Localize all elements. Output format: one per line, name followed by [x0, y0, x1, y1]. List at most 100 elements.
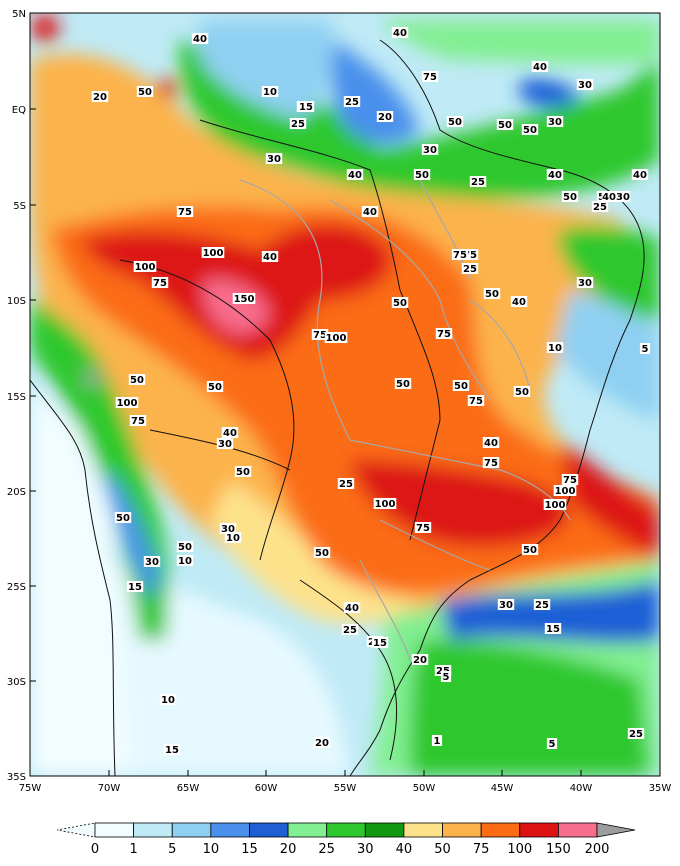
contour-label-bg: [201, 247, 225, 258]
legend-level-label: 10: [203, 842, 220, 857]
field-ne-blue: [555, 290, 660, 420]
contour-label: 50: [515, 387, 529, 398]
contour-label: 40: [223, 428, 237, 439]
contour-label: 50: [563, 192, 577, 203]
legend-level-label: 1: [129, 842, 137, 857]
contour-label: 100: [555, 486, 576, 497]
contour-label-bg: [591, 201, 609, 212]
contour-label-bg: [261, 251, 279, 262]
legend-arrow-left: [56, 822, 96, 838]
field-nw-red-a: [31, 14, 59, 42]
contour-label: 10: [161, 695, 175, 706]
contour-label-bg: [234, 466, 252, 477]
lat-tick-label: EQ: [12, 105, 26, 116]
contour-label: 40: [633, 170, 647, 181]
legend-level-label: 150: [546, 842, 571, 857]
lat-tick-label: 10S: [7, 296, 26, 307]
contour-label: 75: [416, 523, 430, 534]
contour-label-bg: [452, 380, 470, 391]
contour-label-bg: [576, 79, 594, 90]
contour-label: 10: [263, 87, 277, 98]
contour-label-bg: [337, 478, 355, 489]
contour-label-bg: [521, 544, 539, 555]
lon-tick-label: 55W: [334, 783, 357, 794]
contour-label-bg: [232, 293, 256, 304]
contour-label: 50: [396, 379, 410, 390]
contour-label: 50: [523, 545, 537, 556]
legend-swatch: [403, 822, 443, 838]
contour-label: 25: [343, 625, 357, 636]
contour-label-bg: [421, 71, 439, 82]
contour-label: 20: [378, 112, 392, 123]
legend-level-label: 100: [507, 842, 532, 857]
contour-label: 50: [485, 289, 499, 300]
contour-label-bg: [219, 523, 237, 534]
lat-tick-label: 5S: [13, 201, 26, 212]
lat-tick-label: 15S: [7, 392, 26, 403]
lon-tick-label: 65W: [177, 783, 200, 794]
lat-tick-label: 30S: [7, 677, 26, 688]
contour-label: 50: [116, 513, 130, 524]
contour-label-bg: [544, 623, 562, 634]
field-red-southeast: [350, 460, 568, 547]
field-bolivia-gray: [84, 369, 102, 387]
contour-label-bg: [143, 556, 161, 567]
lon-tick-label: 35W: [649, 783, 672, 794]
legend-swatch: [557, 822, 598, 838]
contour-label: 5: [443, 672, 450, 683]
lat-tick-label: 25S: [7, 582, 26, 593]
contour-label: 40: [348, 170, 362, 181]
contour-label: 50: [130, 375, 144, 386]
contour-label: 10: [226, 533, 240, 544]
legend-level-label: 15: [241, 842, 258, 857]
lon-tick-label: 45W: [491, 783, 514, 794]
contour-label: 50: [415, 170, 429, 181]
contour-label: 40: [484, 438, 498, 449]
legend-level-label: 75: [473, 842, 490, 857]
contour-label-bg: [446, 116, 464, 127]
contour-label-bg: [114, 512, 132, 523]
contour-label: 75: [469, 396, 483, 407]
contour-label: 100: [203, 248, 224, 259]
field-north-blue-b: [331, 40, 420, 144]
contour-label-bg: [546, 738, 558, 749]
contour-label-bg: [163, 744, 181, 755]
contour-label-bg: [576, 277, 594, 288]
contour-label: 25: [471, 177, 485, 188]
contour-label: 20: [315, 738, 329, 749]
contour-label: 30: [267, 154, 281, 165]
lon-tick-label: 75W: [19, 783, 42, 794]
contour-label: 50: [523, 125, 537, 136]
contour-label-bg: [435, 328, 453, 339]
contour-label: 15: [299, 102, 313, 113]
legend-swatch: [326, 822, 366, 838]
legend-level-label: 200: [585, 842, 610, 857]
contour-label: 40: [512, 297, 526, 308]
contour-label: 25: [535, 600, 549, 611]
contour-label: 25: [593, 202, 607, 213]
contour-label: 25: [339, 479, 353, 490]
contour-label-bg: [176, 541, 194, 552]
contour-label: 50: [138, 87, 152, 98]
legend-swatch: [287, 822, 328, 838]
field-pink-core: [203, 279, 270, 334]
contour-label-bg: [482, 457, 500, 468]
contour-label: 25: [345, 97, 359, 108]
contour-label-bg: [531, 61, 549, 72]
legend-swatch: [364, 822, 405, 838]
legend-swatch: [249, 822, 289, 838]
contour-label-bg: [376, 111, 394, 122]
contour-label: 25: [291, 119, 305, 130]
contour-label-bg: [313, 737, 331, 748]
contour-label-bg: [521, 124, 539, 135]
contour-label: 10: [548, 343, 562, 354]
contour-label-bg: [373, 498, 397, 509]
contour-label-bg: [129, 415, 147, 426]
longitude-axis: 75W 70W 65W 60W 55W 50W 45W 40W 35W: [19, 770, 672, 794]
contour-label-bg: [126, 581, 144, 592]
contour-label: 30: [578, 278, 592, 289]
contour-label-bg: [151, 277, 169, 288]
contour-label: 100: [326, 333, 347, 344]
contour-label: 75: [153, 278, 167, 289]
contour-label-bg: [469, 176, 487, 187]
